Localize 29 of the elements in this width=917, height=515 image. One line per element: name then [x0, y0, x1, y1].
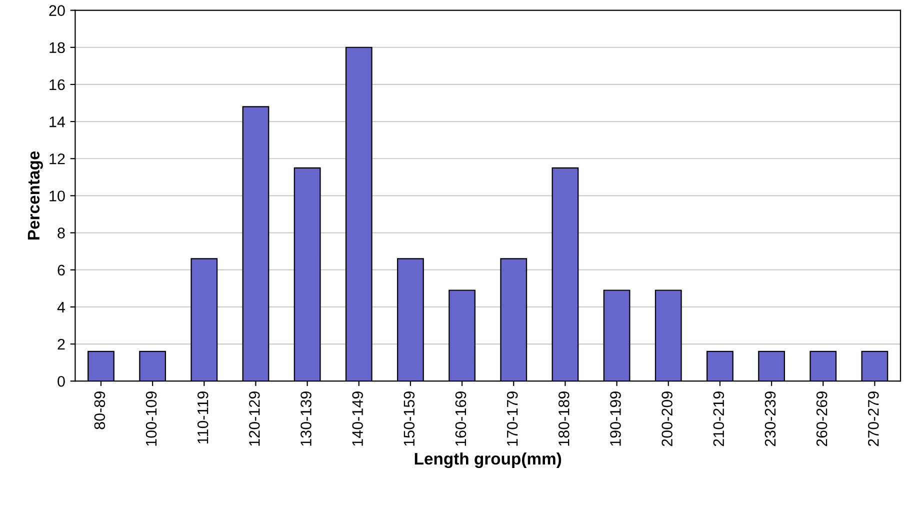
x-tick-label: 210-219 [713, 392, 724, 446]
x-tick-label: 150-159 [404, 392, 415, 446]
y-tick-label: 12 [50, 153, 65, 164]
x-tick-label: 200-209 [662, 392, 672, 446]
x-tick-label: 190-199 [610, 392, 621, 446]
y-tick-label: 0 [58, 376, 65, 387]
x-axis-title: Length group(mm) [414, 452, 562, 468]
y-tick-label: 18 [50, 42, 65, 54]
x-tick-label: 230-239 [764, 392, 776, 446]
y-axis-title: Percentage [28, 151, 43, 240]
x-tick-label: 120-129 [249, 392, 260, 446]
y-tick-label: 16 [50, 79, 65, 90]
x-tick-label: 110-119 [197, 392, 208, 444]
x-tick-label: 80-89 [94, 392, 106, 430]
x-tick-label: 140-149 [352, 392, 363, 446]
x-tick-label: 270-279 [868, 392, 879, 446]
y-tick-label: 20 [49, 5, 65, 16]
y-tick-label: 8 [58, 228, 65, 238]
x-tick-label: 180-189 [558, 392, 570, 446]
y-tick-label: 2 [58, 338, 65, 350]
y-tick-label: 4 [57, 302, 66, 312]
x-tick-label: 160-169 [455, 392, 466, 446]
y-tick-label: 6 [58, 264, 65, 276]
x-tick-label: 100-109 [146, 392, 157, 446]
y-tick-label: 10 [50, 190, 65, 202]
x-tick-label: 170-179 [506, 392, 518, 446]
x-tick-label: 130-139 [300, 392, 312, 446]
x-tick-label: 260-269 [816, 392, 828, 446]
y-tick-label: 14 [50, 116, 66, 128]
